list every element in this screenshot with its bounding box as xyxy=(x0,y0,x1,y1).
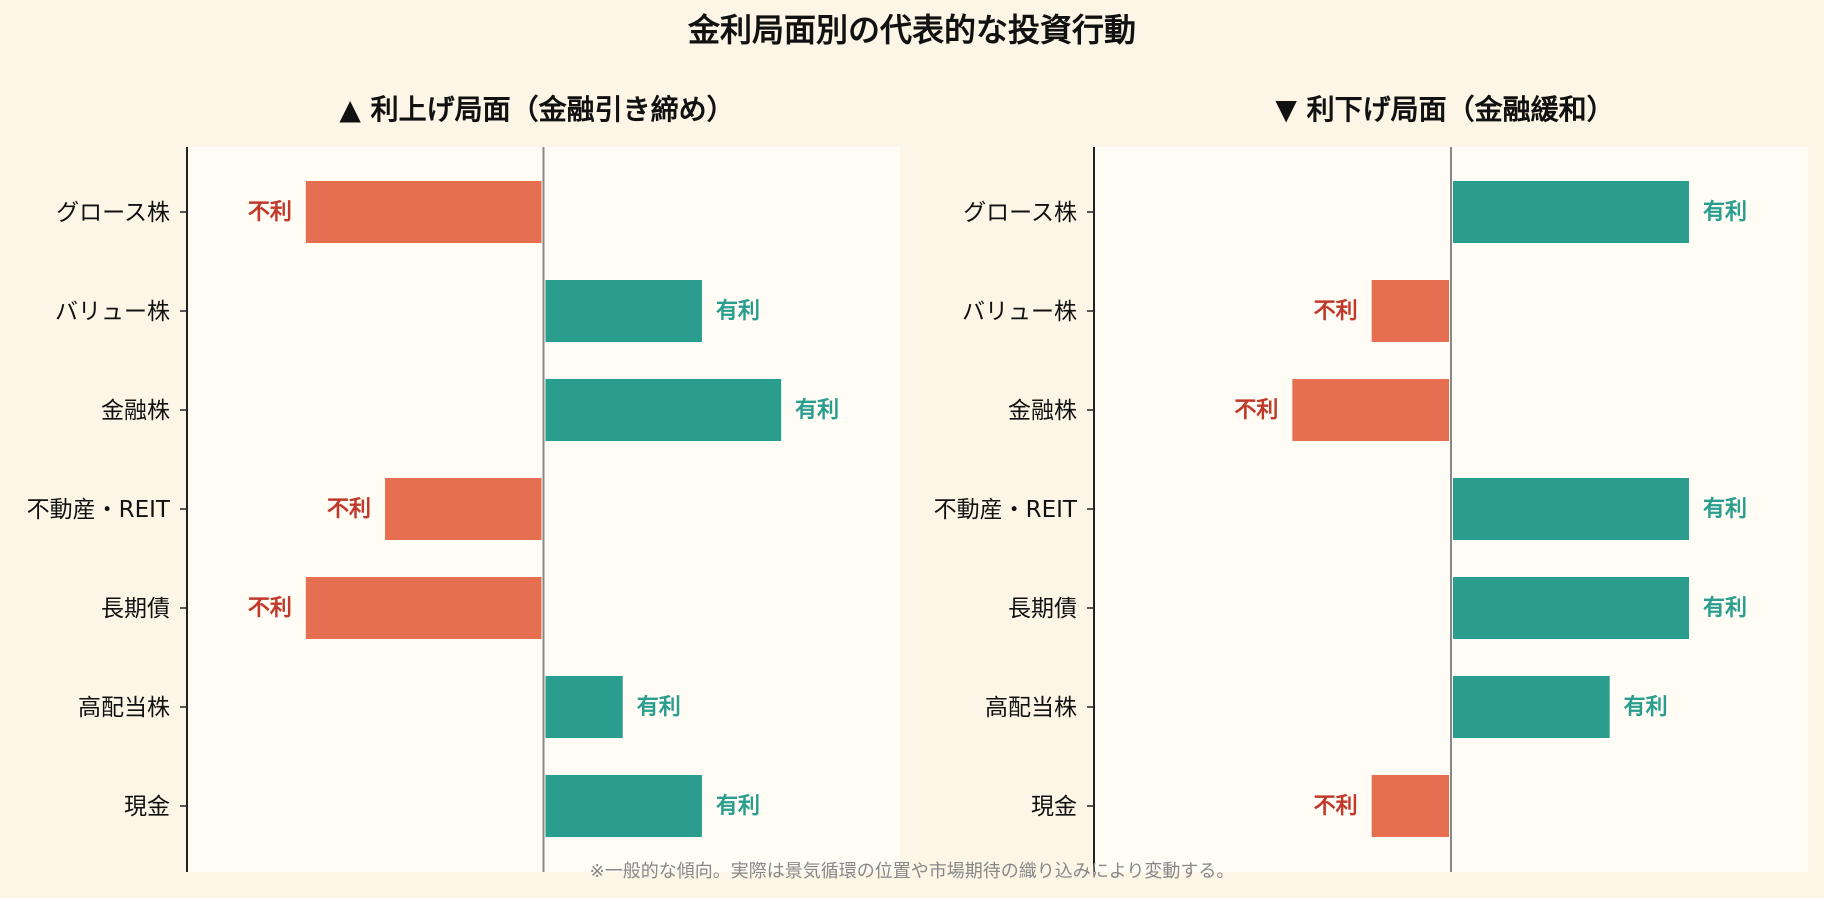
panel-title: ▼ 利下げ局面（金融緩和） xyxy=(1275,93,1614,126)
category-label: 金融株 xyxy=(101,398,170,424)
category-label: グロース株 xyxy=(963,200,1077,226)
bar-1 xyxy=(305,181,542,243)
category-label: 長期債 xyxy=(101,596,170,622)
chart-footnote: ※一般的な傾向。実際は景気循環の位置や市場期待の織り込みにより変動する。 xyxy=(590,861,1235,882)
bar-6 xyxy=(1453,676,1610,738)
bar-value-label: 有利 xyxy=(795,397,839,423)
bar-6 xyxy=(545,676,623,738)
bar-value-label: 不利 xyxy=(248,200,292,225)
chart-title: 金利局面別の代表的な投資行動 xyxy=(687,11,1136,49)
bar-1 xyxy=(1453,181,1689,243)
panel-title: ▲ 利上げ局面（金融引き締め） xyxy=(339,93,734,126)
bar-7 xyxy=(1371,775,1449,837)
bar-value-label: 有利 xyxy=(637,694,681,720)
category-label: バリュー株 xyxy=(962,299,1077,325)
bar-3 xyxy=(1292,379,1449,441)
bar-value-label: 不利 xyxy=(1314,794,1358,819)
bar-value-label: 有利 xyxy=(716,793,760,819)
category-label: 現金 xyxy=(124,794,170,820)
category-label: 不動産・REIT xyxy=(934,497,1078,523)
category-label: 現金 xyxy=(1031,794,1077,820)
category-label: 不動産・REIT xyxy=(27,497,171,523)
category-label: バリュー株 xyxy=(55,299,170,325)
bar-value-label: 不利 xyxy=(1234,398,1278,423)
category-label: 高配当株 xyxy=(985,695,1077,721)
bar-value-label: 有利 xyxy=(1703,595,1747,621)
bar-3 xyxy=(545,379,782,441)
bar-value-label: 有利 xyxy=(1624,694,1668,720)
category-label: 金融株 xyxy=(1008,398,1077,424)
bar-5 xyxy=(305,577,542,639)
bar-value-label: 有利 xyxy=(1703,199,1747,225)
bar-value-label: 有利 xyxy=(1703,496,1747,522)
bar-value-label: 不利 xyxy=(327,497,371,522)
bar-4 xyxy=(385,478,542,540)
bar-4 xyxy=(1453,478,1689,540)
bar-5 xyxy=(1453,577,1689,639)
bar-2 xyxy=(545,280,702,342)
bar-value-label: 不利 xyxy=(248,596,292,621)
category-label: グロース株 xyxy=(56,200,170,226)
category-label: 長期債 xyxy=(1008,596,1077,622)
bar-value-label: 不利 xyxy=(1314,299,1358,324)
bar-value-label: 有利 xyxy=(716,298,760,324)
bar-7 xyxy=(545,775,702,837)
category-label: 高配当株 xyxy=(78,695,170,721)
bar-2 xyxy=(1371,280,1449,342)
